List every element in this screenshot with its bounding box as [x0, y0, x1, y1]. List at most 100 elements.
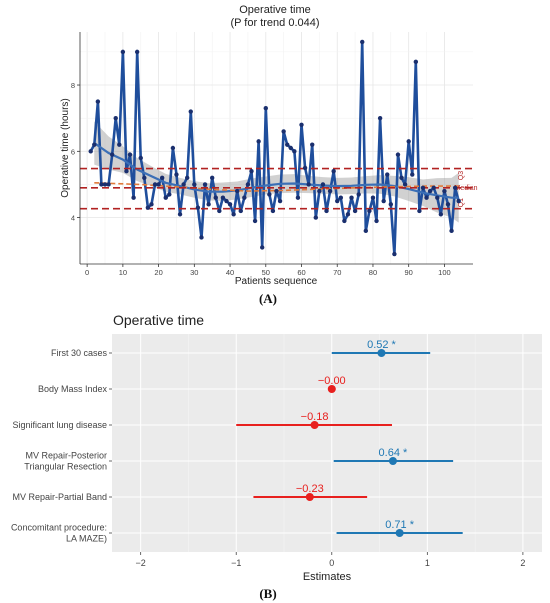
- chart-a-point: [374, 218, 379, 224]
- chart-a-point: [402, 182, 408, 187]
- chart-a-point: [152, 182, 158, 187]
- chart-b-estimate-label: 0.64 *: [379, 447, 408, 459]
- chart-a-point: [156, 182, 161, 187]
- chart-a-point: [277, 198, 283, 204]
- chart-a-point: [420, 185, 426, 190]
- chart-a-x-tick-label: 10: [119, 268, 127, 277]
- chart-a-point: [181, 182, 186, 187]
- chart-a-point: [145, 205, 151, 210]
- chart-a-point: [174, 172, 179, 177]
- chart-a-point: [442, 188, 447, 194]
- chart-b-category-label: MV Repair-Partial Band: [12, 492, 107, 502]
- panel-a-label: (A): [259, 291, 277, 306]
- chart-a-point: [292, 149, 297, 154]
- chart-b-category-label: Concomitant procedure:: [11, 523, 107, 533]
- chart-b-estimate-point: [377, 349, 386, 357]
- chart-a-point: [117, 142, 122, 147]
- chart-a-ref-label: Median: [455, 185, 478, 192]
- chart-a-point: [267, 192, 272, 197]
- chart-a-point: [260, 245, 265, 250]
- chart-a-point: [295, 195, 301, 200]
- chart-a-x-tick-label: 70: [333, 268, 341, 277]
- chart-a-point: [413, 59, 419, 65]
- chart-a-point: [231, 212, 236, 217]
- chart-b-estimate-point: [327, 385, 336, 393]
- chart-a-point: [224, 198, 229, 204]
- chart-a-y-tick-label: 8: [71, 81, 75, 90]
- chart-a-y-tick-label: 6: [71, 147, 75, 156]
- chart-a-title: Operative time: [239, 4, 311, 16]
- chart-a-point: [281, 129, 286, 134]
- chart-a-point: [302, 165, 308, 171]
- chart-a-point: [209, 175, 215, 181]
- chart-a-point: [252, 218, 258, 224]
- chart-a-point: [356, 192, 361, 197]
- chart-a-point: [184, 175, 190, 181]
- chart-b-x-tick-label: 2: [520, 558, 525, 568]
- chart-a-subtitle: (P for trend 0.044): [230, 17, 319, 29]
- chart-a-point: [317, 188, 322, 194]
- chart-a-point: [188, 109, 193, 114]
- chart-a-points: [88, 39, 461, 257]
- chart-a-ref-label: Q3: [458, 171, 465, 180]
- chart-a-point: [109, 152, 115, 157]
- chart-a-point: [310, 142, 315, 147]
- chart-a-point: [285, 142, 290, 147]
- chart-a-point: [456, 198, 461, 204]
- chart-b-category-labels: First 30 cases Body Mass Index Significant…: [11, 348, 112, 544]
- chart-a-point: [195, 205, 201, 210]
- chart-a-point: [159, 175, 165, 181]
- chart-b-estimates: 0.52 * −0.00 −0.18 0.64 * −0.23 0.71 *: [236, 339, 463, 537]
- chart-a-point: [163, 195, 168, 200]
- chart-a-point: [235, 188, 240, 194]
- chart-a-point: [410, 172, 415, 177]
- chart-a-x-tick-label: 30: [190, 268, 198, 277]
- panel-b-forest-plot: Operative time First 30 cases Body Mass I…: [11, 312, 542, 601]
- chart-a-point: [249, 169, 254, 174]
- chart-a-point: [131, 195, 136, 200]
- chart-a-point: [370, 195, 376, 200]
- chart-a-point: [213, 195, 218, 200]
- chart-b-estimate-label: −0.23: [296, 483, 324, 495]
- chart-a-x-tick-label: 100: [438, 268, 451, 277]
- chart-a-ticks: 0 10 20 30 40 50 60 70 80 90 100 4 6 8: [71, 81, 451, 277]
- chart-a-point: [206, 202, 211, 207]
- chart-a-point: [349, 195, 354, 200]
- chart-a-point: [381, 198, 386, 204]
- chart-a-point: [113, 115, 118, 121]
- chart-a-point: [320, 182, 326, 187]
- chart-a-point: [424, 195, 429, 200]
- chart-b-category-label: LA MAZE): [66, 534, 107, 544]
- chart-a-x-tick-label: 40: [226, 268, 234, 277]
- chart-a-point: [199, 235, 204, 240]
- chart-a-point: [220, 195, 226, 200]
- chart-a-point: [338, 195, 344, 200]
- chart-b-x-tick-label: −2: [136, 558, 146, 568]
- chart-a-point: [170, 145, 176, 151]
- chart-a-point: [367, 208, 372, 214]
- chart-a-point: [377, 115, 383, 121]
- chart-b-x-label: Estimates: [303, 571, 352, 583]
- chart-a-point: [324, 208, 329, 214]
- chart-a-point: [138, 155, 143, 161]
- chart-a-point: [427, 188, 433, 194]
- chart-a-x-tick-label: 90: [405, 268, 413, 277]
- chart-a-point: [134, 49, 140, 55]
- chart-a-point: [431, 185, 436, 190]
- chart-a-x-tick-label: 50: [262, 268, 270, 277]
- chart-a-point: [399, 175, 404, 181]
- chart-b-estimate-point: [305, 493, 314, 501]
- chart-a-point: [270, 208, 276, 214]
- chart-a-point: [452, 185, 458, 190]
- panel-b-label: (B): [259, 586, 276, 601]
- chart-b-category-label: Triangular Resection: [24, 462, 107, 472]
- chart-a-point: [245, 182, 251, 187]
- chart-a-point: [406, 139, 411, 144]
- chart-a-trend-line: [94, 182, 459, 192]
- chart-a-point: [360, 39, 365, 45]
- chart-a-point: [227, 202, 233, 207]
- chart-a-point: [388, 202, 394, 207]
- chart-a-point: [263, 106, 268, 111]
- chart-a-reference-lines: Q3 Median Q1: [80, 167, 478, 210]
